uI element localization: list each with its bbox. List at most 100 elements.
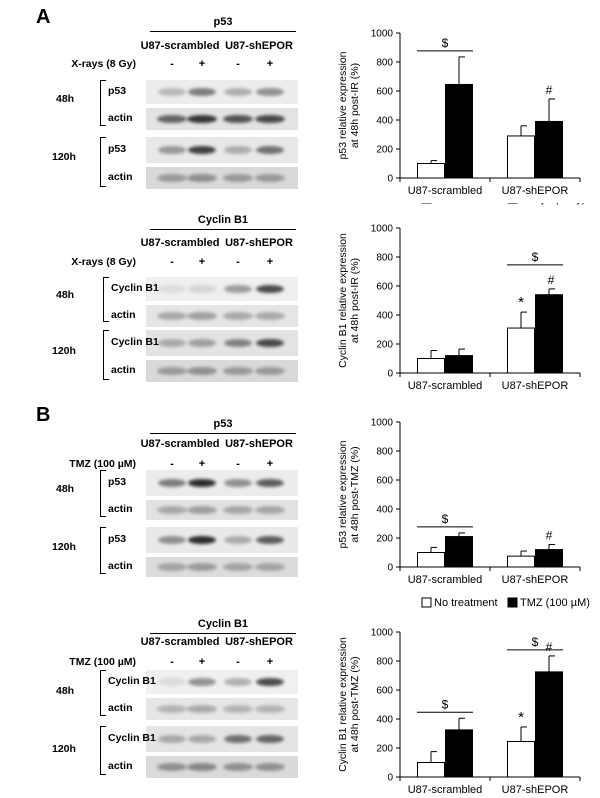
y-tick-label: 200: [376, 534, 393, 545]
bracket: [100, 137, 101, 187]
y-tick-label: 800: [376, 58, 393, 69]
blot-strip: [146, 330, 298, 356]
blot-band: [157, 174, 187, 182]
blot-band: [223, 115, 253, 123]
bracket: [103, 330, 109, 331]
group-label: U87-scrambled: [140, 237, 220, 249]
lane-sign: -: [170, 58, 174, 70]
blot-header-cyclinb1-tmz: Cyclin B1: [197, 618, 249, 630]
bar-no-treatment: [507, 740, 535, 778]
bracket: [100, 125, 106, 126]
blot-band: [224, 285, 252, 293]
x-category-label: U87-scrambled: [408, 784, 483, 796]
blot-band: [187, 506, 217, 514]
blot-band: [188, 146, 216, 154]
blot-band: [255, 506, 285, 514]
actin-label: actin: [108, 112, 133, 124]
y-tick-label: 1000: [371, 29, 394, 40]
blot-band: [256, 88, 284, 96]
bracket: [100, 726, 106, 727]
y-tick-label: 0: [387, 369, 393, 380]
blot-band: [187, 174, 217, 182]
blot-strip: [146, 557, 298, 577]
bracket: [100, 516, 106, 517]
bar-treated: [535, 120, 563, 179]
y-tick-label: 600: [376, 87, 393, 98]
bar-treated: [445, 729, 473, 778]
significance-mark: *: [518, 709, 524, 726]
blot-band: [158, 536, 186, 544]
actin-label: actin: [108, 503, 133, 515]
blot-band: [224, 339, 252, 347]
x-category-label: U87-shEPOR: [502, 574, 569, 586]
y-tick-label: 0: [387, 563, 393, 574]
y-tick-label: 400: [376, 505, 393, 516]
y-tick-label: 400: [376, 311, 393, 322]
group-label: U87-shEPOR: [225, 40, 293, 52]
y-tick-label: 1000: [371, 418, 394, 429]
blot-band: [157, 506, 187, 514]
bracket: [100, 470, 106, 471]
y-tick-label: 200: [376, 145, 393, 156]
blot-band: [224, 479, 252, 487]
blot-band: [188, 88, 216, 96]
group-label: U87-scrambled: [140, 636, 220, 648]
bar-no-treatment: [507, 135, 535, 179]
blot-strip: [146, 698, 298, 720]
x-category-label: U87-shEPOR: [502, 185, 569, 197]
time-label: 120h: [52, 151, 76, 163]
blot-band: [158, 479, 186, 487]
blot-band: [187, 763, 217, 771]
y-axis-label: Cyclin B1 relative expressionat 48h post…: [337, 233, 361, 368]
bar-no-treatment: [507, 555, 535, 568]
significance-mark: #: [546, 640, 553, 654]
bracket: [100, 774, 106, 775]
bracket: [100, 726, 101, 775]
significance-mark: $: [532, 635, 539, 649]
protein-label: Cyclin B1: [108, 675, 156, 687]
actin-label: actin: [108, 760, 133, 772]
blot-band: [157, 563, 187, 571]
blot-band: [255, 705, 285, 713]
blot-header-p53-tmz: p53: [213, 418, 233, 430]
blot-strip: [146, 108, 298, 130]
blot-band: [157, 705, 187, 713]
protein-label: p53: [108, 143, 127, 155]
bracket: [100, 137, 106, 138]
y-axis-label: p53 relative expressionat 48h post-IR (%…: [337, 51, 361, 159]
blot-strip: [146, 80, 298, 104]
actin-label: actin: [108, 702, 133, 714]
y-tick-label: 600: [376, 282, 393, 293]
lane-sign: -: [236, 656, 240, 668]
protein-label: p53: [108, 476, 127, 488]
lane-sign: +: [198, 58, 206, 70]
significance-mark: *: [518, 294, 524, 311]
time-label: 48h: [56, 289, 75, 301]
blot-band: [158, 88, 186, 96]
panel-a-label: A: [36, 6, 51, 28]
blot-band: [188, 678, 216, 686]
x-category-label: U87-scrambled: [408, 574, 483, 586]
bar-no-treatment: [417, 552, 445, 568]
y-tick-label: 800: [376, 253, 393, 264]
lane-sign: -: [236, 256, 240, 268]
blot-strip: [146, 670, 298, 694]
bracket: [100, 80, 101, 126]
significance-mark: #: [548, 273, 555, 287]
blot-band: [158, 146, 186, 154]
blot-band: [256, 339, 284, 347]
blot-header-cyclinb1-tmz-rule: [150, 633, 296, 634]
blot-band: [157, 312, 187, 320]
blot-strip: [146, 360, 298, 382]
blot-band: [224, 146, 252, 154]
actin-label: actin: [111, 364, 136, 376]
group-label: U87-shEPOR: [225, 237, 293, 249]
blot-band: [187, 563, 217, 571]
p53-tmz-chart: 0 200 400 600 800 1000 p53 relative expression…: [337, 418, 581, 586]
legend-swatch-control: [421, 597, 432, 608]
legend-label: No treatment: [434, 203, 498, 205]
y-tick-label: 600: [376, 686, 393, 697]
blot-band: [223, 563, 253, 571]
x-category-label: U87-shEPOR: [502, 380, 569, 392]
blot-band: [255, 174, 285, 182]
